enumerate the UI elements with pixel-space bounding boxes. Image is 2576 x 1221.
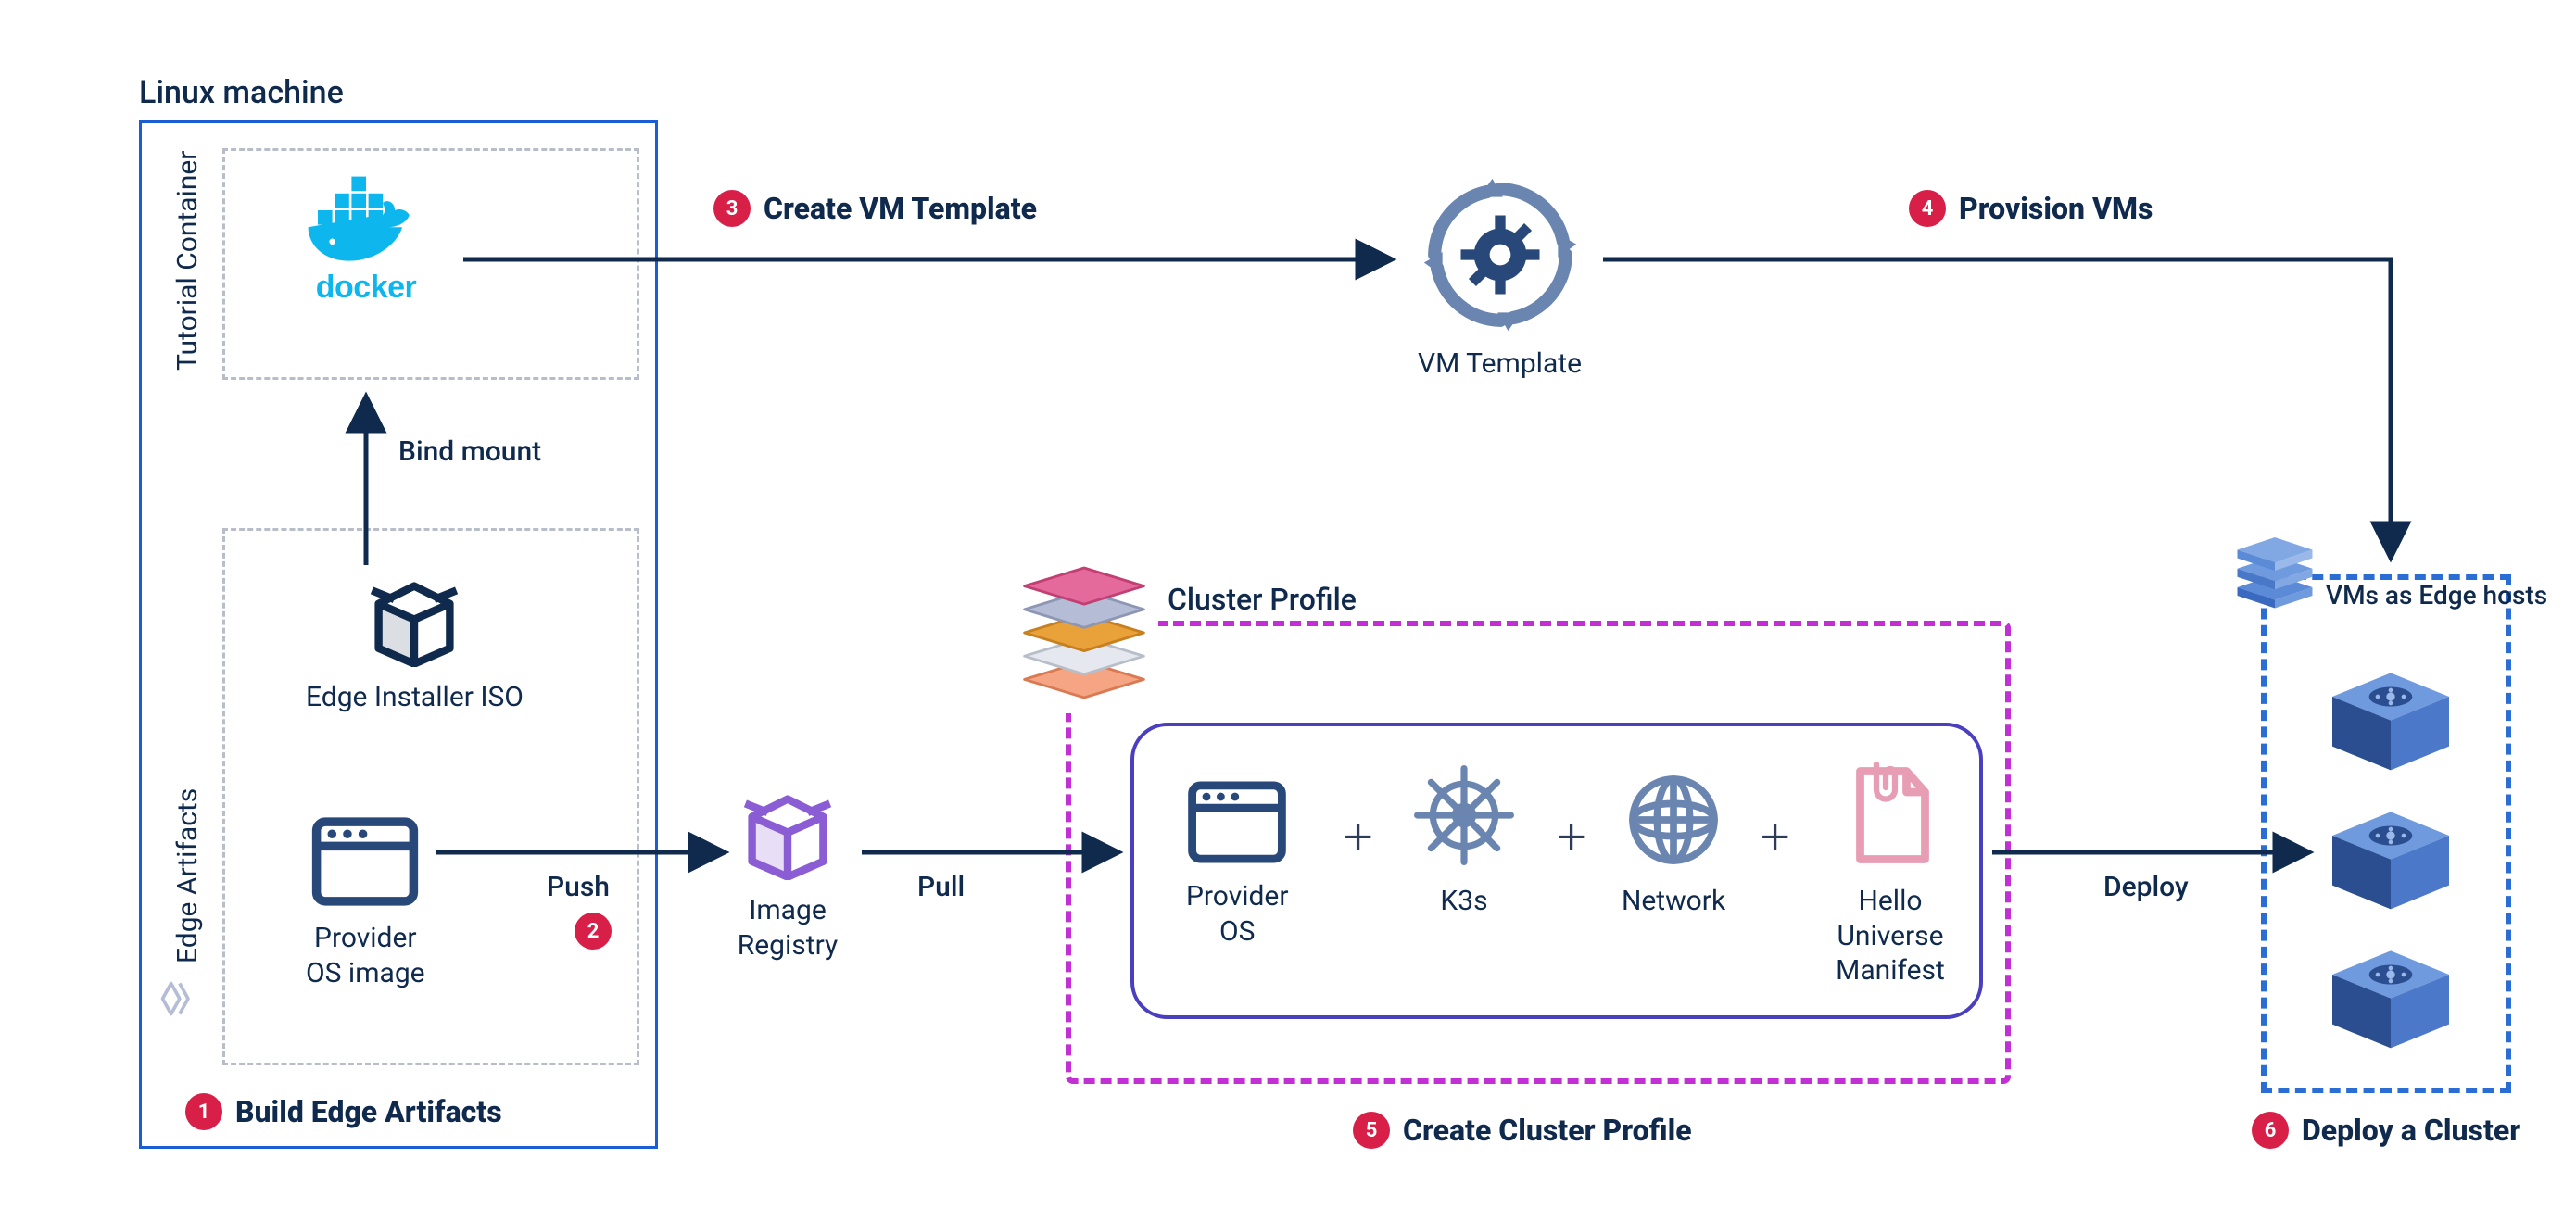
badge-6: 6 bbox=[2252, 1112, 2289, 1149]
bind-mount-label: Bind mount bbox=[398, 435, 541, 468]
vms-edge-hosts-label: VMs as Edge hosts bbox=[2326, 580, 2547, 610]
step-1-label: Build Edge Artifacts bbox=[235, 1094, 502, 1129]
step-4-label: Provision VMs bbox=[1959, 191, 2153, 226]
badge-5: 5 bbox=[1353, 1112, 1390, 1149]
deploy-label: Deploy bbox=[2103, 871, 2189, 903]
manifest-label: Hello Universe Manifest bbox=[1816, 884, 1964, 988]
plus-2: + bbox=[1557, 806, 1586, 867]
diagram-canvas: Linux machine Tutorial Container Edge Ar… bbox=[0, 0, 2576, 1221]
plus-3: + bbox=[1761, 806, 1790, 867]
box-icon-purple: Image Registry bbox=[732, 778, 843, 963]
badge-3: 3 bbox=[713, 190, 751, 227]
k3s-icon: K3s bbox=[1408, 760, 1520, 919]
plus-1: + bbox=[1344, 806, 1373, 867]
step-5: 5 Create Cluster Profile bbox=[1353, 1112, 1692, 1149]
step-6: 6 Deploy a Cluster bbox=[2252, 1112, 2520, 1149]
edge-artifacts-vlabel: Edge Artifacts bbox=[171, 788, 204, 963]
tutorial-container-panel bbox=[222, 148, 639, 380]
edge-installer-iso-label: Edge Installer ISO bbox=[306, 680, 524, 715]
box-icon-navy: Edge Installer ISO bbox=[306, 565, 524, 715]
network-icon: Network bbox=[1622, 769, 1725, 919]
badge-1: 1 bbox=[185, 1093, 222, 1130]
stacked-layers-icon bbox=[1019, 565, 1149, 713]
step-1: 1 Build Edge Artifacts bbox=[185, 1093, 502, 1130]
badge-4: 4 bbox=[1909, 190, 1946, 227]
provider-os-image-label: Provider OS image bbox=[306, 921, 425, 990]
gear-cycle-icon: VM Template bbox=[1418, 176, 1582, 382]
vm-cube-1 bbox=[2326, 667, 2456, 778]
tutorial-container-vlabel: Tutorial Container bbox=[171, 151, 204, 371]
provider-os-label: Provider OS bbox=[1186, 879, 1289, 949]
k3s-label: K3s bbox=[1440, 884, 1487, 919]
layers-icon bbox=[158, 978, 198, 1019]
manifest-icon: Hello Universe Manifest bbox=[1816, 760, 1964, 988]
server-stack-icon bbox=[2233, 537, 2317, 621]
network-label: Network bbox=[1622, 884, 1725, 919]
vm-template-label: VM Template bbox=[1418, 346, 1582, 382]
linux-machine-label: Linux machine bbox=[139, 74, 344, 111]
step-5-label: Create Cluster Profile bbox=[1403, 1113, 1692, 1148]
step-6-label: Deploy a Cluster bbox=[2302, 1113, 2520, 1148]
browser-icon-navy: Provider OS image bbox=[306, 815, 425, 990]
badge-2: 2 bbox=[575, 913, 612, 950]
image-registry-label: Image Registry bbox=[738, 893, 838, 963]
cluster-profile-title: Cluster Profile bbox=[1168, 582, 1357, 617]
step-3-label: Create VM Template bbox=[764, 191, 1037, 226]
vm-cube-2 bbox=[2326, 806, 2456, 917]
vm-cube-3 bbox=[2326, 945, 2456, 1056]
docker-wordmark: docker bbox=[316, 270, 417, 306]
provider-os-icon: Provider OS bbox=[1186, 778, 1289, 949]
push-label: Push bbox=[547, 871, 610, 903]
step-4: 4 Provision VMs bbox=[1909, 190, 2153, 227]
pull-label: Pull bbox=[917, 871, 965, 903]
docker-icon: docker bbox=[306, 171, 426, 306]
step-3: 3 Create VM Template bbox=[713, 190, 1037, 227]
